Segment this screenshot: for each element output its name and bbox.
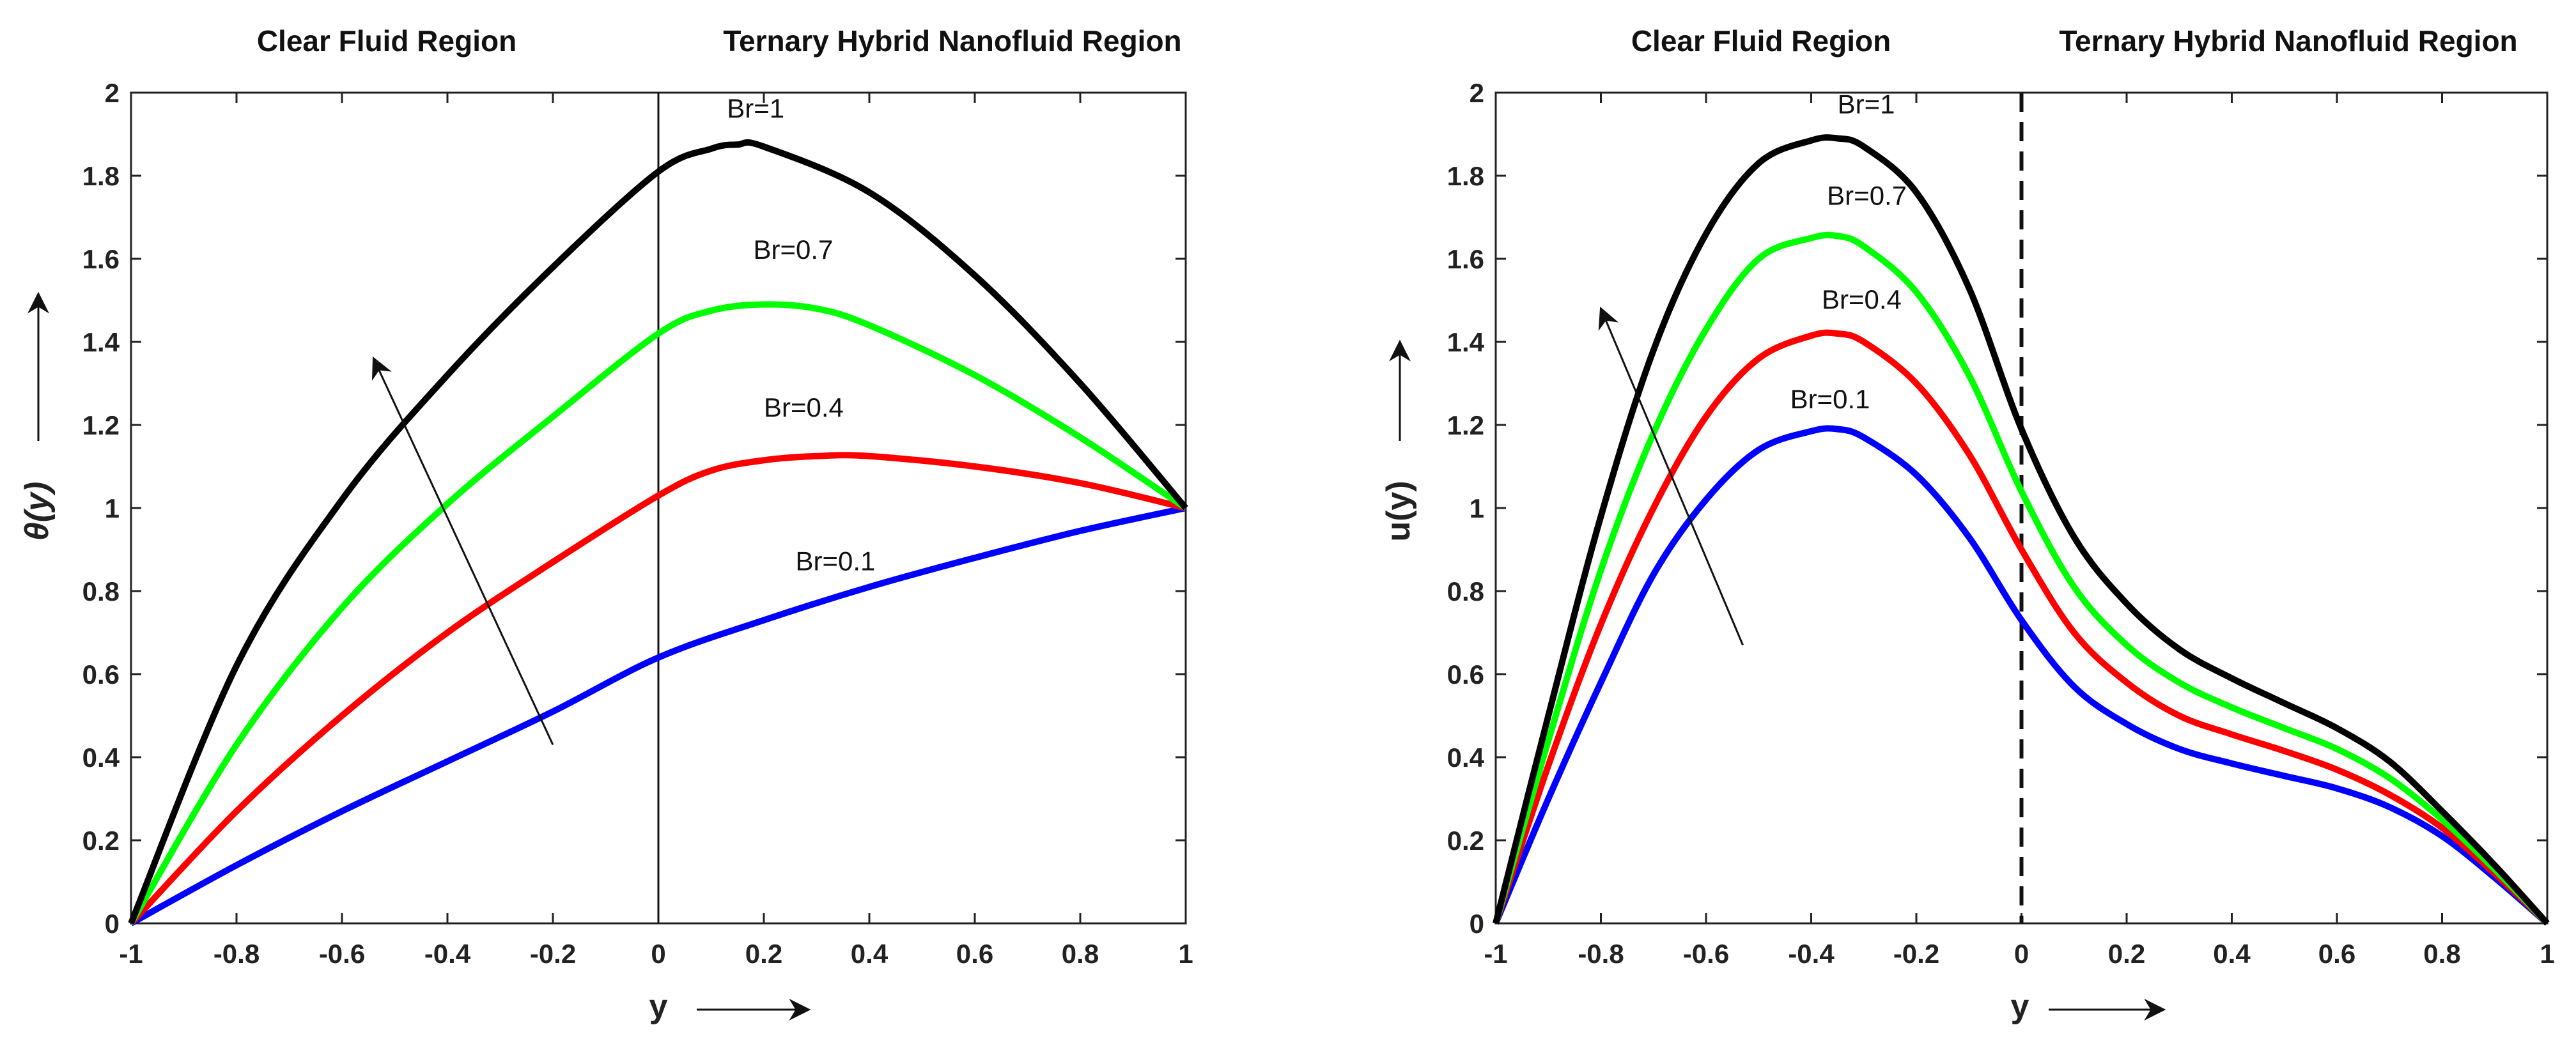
x-tick-label: 0.8 [2423, 939, 2460, 969]
y-tick-label: 0.8 [82, 576, 120, 606]
y-tick-label: 1 [1470, 493, 1484, 523]
y-tick-label: 1.2 [82, 410, 120, 440]
x-tick-label: -0.4 [1788, 939, 1835, 969]
right-chart-panel: Clear Fluid Region Ternary Hybrid Nanoflu… [1380, 24, 2555, 1025]
curve-label: Br=1 [727, 93, 784, 123]
y-tick-label: 1.6 [1447, 244, 1484, 274]
x-tick-label: 0 [2014, 939, 2029, 969]
curve-label: Br=0.7 [1827, 181, 1907, 211]
curve-label: Br=0.7 [754, 235, 834, 265]
x-tick-label: 0.6 [956, 939, 993, 969]
series-line-br-0-1 [129, 505, 1187, 927]
curve-label: Br=1 [1838, 89, 1895, 119]
x-tick-label: -0.2 [530, 939, 576, 969]
series-line-br-1 [128, 139, 1188, 925]
x-tick-label: 1 [2540, 939, 2554, 969]
region-title-nanofluid: Ternary Hybrid Nanofluid Region [2059, 24, 2517, 58]
x-tick-label: -0.8 [1578, 939, 1624, 969]
x-tick-label: 0.6 [2318, 939, 2355, 969]
y-tick-label: 2 [1470, 78, 1484, 108]
x-axis-label: y [649, 988, 668, 1025]
series-line-br-0-4 [128, 452, 1187, 926]
y-tick-label: 0.4 [82, 743, 120, 773]
y-tick-label: 1.8 [82, 161, 120, 191]
y-tick-label: 1.4 [1447, 327, 1485, 357]
series-line-br-0-7 [1493, 231, 2550, 926]
trend-arrow [371, 356, 554, 746]
y-tick-label: 0.2 [82, 826, 120, 856]
x-tick-label: 0.4 [2213, 939, 2251, 969]
curve-label: Br=0.4 [764, 392, 844, 422]
y-tick-label: 0.8 [1447, 576, 1484, 606]
curve-label: Br=0.4 [1822, 284, 1902, 314]
left-chart-panel: Clear Fluid Region Ternary Hybrid Nanoflu… [19, 24, 1193, 1025]
y-tick-label: 0.4 [1447, 743, 1485, 773]
region-title-clear-fluid: Clear Fluid Region [1631, 24, 1891, 58]
y-tick-label: 0.2 [1447, 826, 1484, 856]
series-line-br-0-4 [1493, 329, 2550, 926]
x-tick-label: -0.4 [424, 939, 471, 969]
x-tick-label: 0 [651, 939, 665, 969]
x-tick-label: -0.6 [319, 939, 365, 969]
x-tick-label: 0.8 [1062, 939, 1099, 969]
y-tick-label: 1.6 [82, 244, 120, 274]
trend-arrow [1598, 306, 1744, 646]
y-tick-label: 0.6 [82, 659, 120, 689]
x-tick-label: 0.2 [745, 939, 782, 969]
region-title-nanofluid: Ternary Hybrid Nanofluid Region [723, 24, 1181, 58]
y-tick-label: 1.8 [1447, 161, 1484, 191]
y-tick-label: 0 [105, 909, 120, 939]
region-title-clear-fluid: Clear Fluid Region [257, 24, 516, 58]
x-tick-label: 0.4 [851, 939, 888, 969]
y-tick-label: 0 [1470, 909, 1484, 939]
x-tick-label: -0.2 [1893, 939, 1939, 969]
x-tick-label: 0.2 [2108, 939, 2145, 969]
y-axis-label: u(y) [1380, 481, 1417, 541]
x-tick-label: -1 [1484, 939, 1507, 969]
series-line-br-0-1 [1493, 425, 2550, 926]
series-line-br-1 [1493, 134, 2550, 926]
x-axis-label: y [2011, 988, 2029, 1025]
y-tick-label: 1.2 [1447, 410, 1484, 440]
curve-label: Br=0.1 [796, 546, 876, 576]
x-tick-label: 1 [1178, 939, 1193, 969]
curve-label: Br=0.1 [1790, 384, 1870, 414]
y-tick-label: 2 [105, 78, 120, 108]
series-line-br-0-7 [128, 301, 1188, 925]
y-axis-label: θ(y) [19, 482, 56, 541]
y-tick-label: 1.4 [82, 327, 120, 357]
x-tick-label: -1 [119, 939, 143, 969]
x-tick-label: -0.6 [1683, 939, 1729, 969]
y-tick-label: 0.6 [1447, 659, 1484, 689]
y-tick-label: 1 [105, 493, 120, 523]
x-tick-label: -0.8 [213, 939, 260, 969]
